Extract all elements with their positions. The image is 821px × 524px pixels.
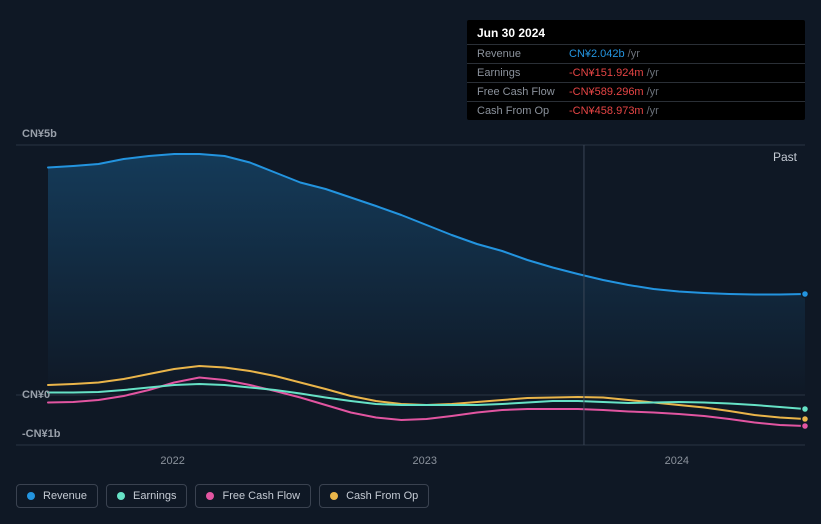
series-end-marker-cfo [802, 416, 809, 423]
legend-item-fcf[interactable]: Free Cash Flow [195, 484, 311, 508]
tooltip-suffix: /yr [647, 67, 659, 79]
legend-dot-icon [117, 492, 125, 500]
legend-label: Earnings [133, 490, 176, 502]
legend-label: Revenue [43, 490, 87, 502]
tooltip-metric-label: Cash From Op [477, 105, 569, 117]
legend-dot-icon [330, 492, 338, 500]
series-end-marker-revenue [802, 291, 809, 298]
y-axis-label: -CN¥1b [22, 428, 61, 440]
tooltip-suffix: /yr [647, 105, 659, 117]
chart-tooltip: Jun 30 2024 RevenueCN¥2.042b/yrEarnings-… [467, 20, 805, 120]
revenue-area [48, 154, 805, 395]
tooltip-metric-label: Free Cash Flow [477, 86, 569, 98]
x-axis-label: 2024 [665, 455, 689, 467]
series-end-marker-earnings [802, 406, 809, 413]
tooltip-row: Cash From Op-CN¥458.973m/yr [467, 101, 805, 120]
tooltip-metric-value: -CN¥458.973m [569, 105, 644, 117]
tooltip-row: RevenueCN¥2.042b/yr [467, 44, 805, 63]
tooltip-metric-value: -CN¥151.924m [569, 67, 644, 79]
legend-item-cfo[interactable]: Cash From Op [319, 484, 429, 508]
past-label: Past [773, 150, 797, 164]
y-axis-label: CN¥0 [22, 389, 50, 401]
chart-legend: Revenue Earnings Free Cash Flow Cash From O… [16, 484, 429, 508]
tooltip-metric-label: Revenue [477, 48, 569, 60]
legend-label: Cash From Op [346, 490, 418, 502]
y-axis-label: CN¥5b [22, 128, 57, 140]
legend-item-earnings[interactable]: Earnings [106, 484, 187, 508]
x-axis-label: 2022 [160, 455, 184, 467]
tooltip-metric-label: Earnings [477, 67, 569, 79]
legend-dot-icon [27, 492, 35, 500]
tooltip-suffix: /yr [628, 48, 640, 60]
series-end-marker-fcf [802, 423, 809, 430]
tooltip-suffix: /yr [647, 86, 659, 98]
tooltip-row: Free Cash Flow-CN¥589.296m/yr [467, 82, 805, 101]
tooltip-metric-value: -CN¥589.296m [569, 86, 644, 98]
tooltip-metric-value: CN¥2.042b [569, 48, 625, 60]
legend-item-revenue[interactable]: Revenue [16, 484, 98, 508]
legend-dot-icon [206, 492, 214, 500]
tooltip-date: Jun 30 2024 [467, 20, 805, 44]
tooltip-row: Earnings-CN¥151.924m/yr [467, 63, 805, 82]
x-axis-label: 2023 [413, 455, 437, 467]
legend-label: Free Cash Flow [222, 490, 300, 502]
